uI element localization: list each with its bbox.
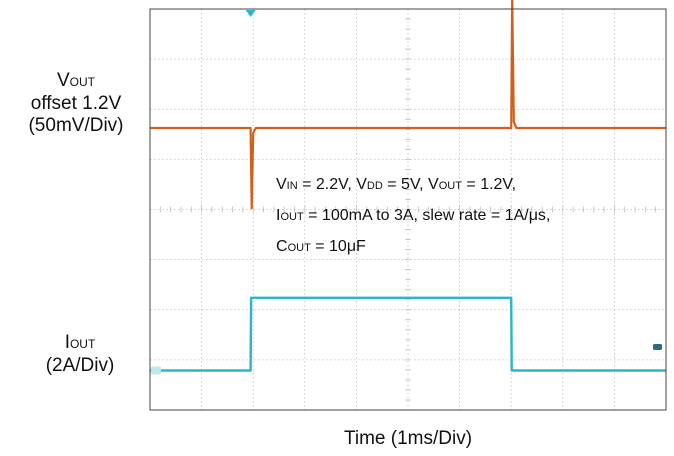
vout-trace: [150, 0, 666, 210]
annotation-text: I: [276, 207, 281, 224]
x-axis-label: Time (1ms/Div): [343, 428, 473, 449]
annotation-text: = 1.2V,: [461, 176, 517, 193]
conditions-line-2: IOUT = 100mA to 3A, slew rate = 1A/μs,: [276, 201, 550, 232]
test-conditions-annotation: VIN = 2.2V, VDD = 5V, VOUT = 1.2V, IOUT …: [276, 170, 550, 263]
annotation-text: = 5V, V: [382, 176, 439, 193]
vout-channel-label: VOUT offset 1.2V (50mV/Div): [8, 70, 144, 137]
traces: [150, 0, 666, 372]
annotation-text: = 2.2V, V: [297, 176, 367, 193]
iout-label-line1: IOUT: [64, 332, 96, 353]
iout-channel-label: IOUT (2A/Div): [30, 332, 130, 377]
conditions-line-1: VIN = 2.2V, VDD = 5V, VOUT = 1.2V,: [276, 170, 550, 201]
plot-frame: [149, 8, 667, 411]
ch2-offset-marker: [653, 344, 662, 350]
subscript: OUT: [280, 211, 304, 223]
vout-label-line1: VOUT: [56, 70, 96, 91]
subscript: OUT: [287, 242, 311, 254]
iout-label-line2: (2A/Div): [45, 355, 115, 376]
annotation-text: V: [276, 176, 287, 193]
annotation-text: = 10μF: [310, 238, 366, 255]
channel-markers: [151, 344, 662, 375]
grid: [149, 8, 667, 411]
conditions-line-3: COUT = 10μF: [276, 232, 550, 263]
iout-trace: [150, 296, 666, 372]
subscript: IN: [286, 180, 298, 192]
ch2-ground-marker: [151, 366, 161, 375]
trigger-marker: [245, 10, 256, 17]
vout-label-line2: offset 1.2V: [30, 93, 122, 114]
annotation-text: = 100mA to 3A, slew rate = 1A/μs,: [303, 207, 551, 224]
subscript: DD: [366, 180, 383, 192]
annotation-text: C: [276, 238, 288, 255]
vout-label-line3: (50mV/Div): [28, 115, 124, 136]
subscript: OUT: [438, 180, 462, 192]
